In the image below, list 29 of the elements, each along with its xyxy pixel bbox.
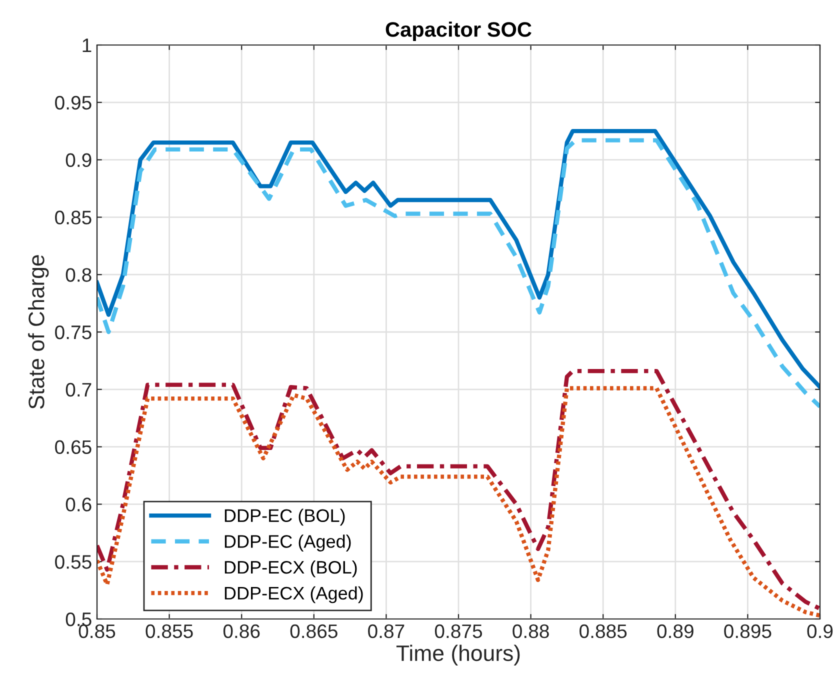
- chart-title: Capacitor SOC: [386, 22, 532, 41]
- x-tick-label: 0.87: [368, 624, 404, 638]
- x-tick-label: 0.865: [290, 624, 338, 638]
- y-tick-label: 0.8: [66, 268, 92, 282]
- x-tick-label: 0.9: [807, 624, 833, 638]
- y-tick-label: 0.65: [55, 440, 92, 454]
- x-tick-label: 0.88: [512, 624, 549, 638]
- y-tick-label: 0.6: [66, 498, 92, 512]
- x-tick-label: 0.85: [78, 624, 116, 638]
- x-tick-label: 0.89: [657, 624, 694, 638]
- y-tick-label: 0.85: [55, 210, 92, 224]
- y-tick-label: 0.9: [66, 153, 92, 168]
- x-tick-label: 0.86: [223, 624, 260, 638]
- y-tick-label: 0.55: [55, 555, 92, 569]
- legend-label: DDP-EC (BOL): [224, 508, 345, 526]
- legend-label: DDP-ECX (BOL): [224, 560, 357, 578]
- x-tick-label: 0.885: [580, 624, 627, 638]
- x-tick-label: 0.855: [146, 624, 193, 638]
- y-tick-label: 0.75: [55, 325, 92, 340]
- legend-label: DDP-EC (Aged): [224, 534, 351, 552]
- y-tick-label: 0.95: [55, 96, 92, 110]
- x-tick-label: 0.895: [724, 624, 772, 638]
- legend-label: DDP-ECX (Aged): [224, 586, 363, 604]
- y-axis-title: State of Charge: [28, 255, 49, 409]
- y-tick-label: 0.5: [66, 612, 92, 626]
- y-tick-label: 0.7: [66, 382, 92, 397]
- x-axis-title: Time (hours): [396, 644, 520, 666]
- y-tick-label: 1: [82, 38, 92, 52]
- x-tick-label: 0.875: [434, 624, 482, 638]
